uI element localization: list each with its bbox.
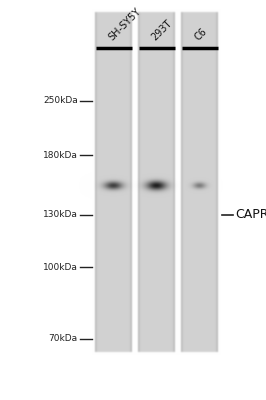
Text: 130kDa: 130kDa	[43, 210, 78, 219]
Text: 250kDa: 250kDa	[43, 96, 78, 105]
Text: 70kDa: 70kDa	[49, 334, 78, 343]
Text: 293T: 293T	[150, 18, 174, 42]
Text: SH-SY5Y: SH-SY5Y	[107, 6, 143, 42]
Text: 100kDa: 100kDa	[43, 263, 78, 272]
Text: CAPRIN2: CAPRIN2	[235, 208, 266, 221]
Text: C6: C6	[193, 26, 209, 42]
Text: 180kDa: 180kDa	[43, 151, 78, 160]
